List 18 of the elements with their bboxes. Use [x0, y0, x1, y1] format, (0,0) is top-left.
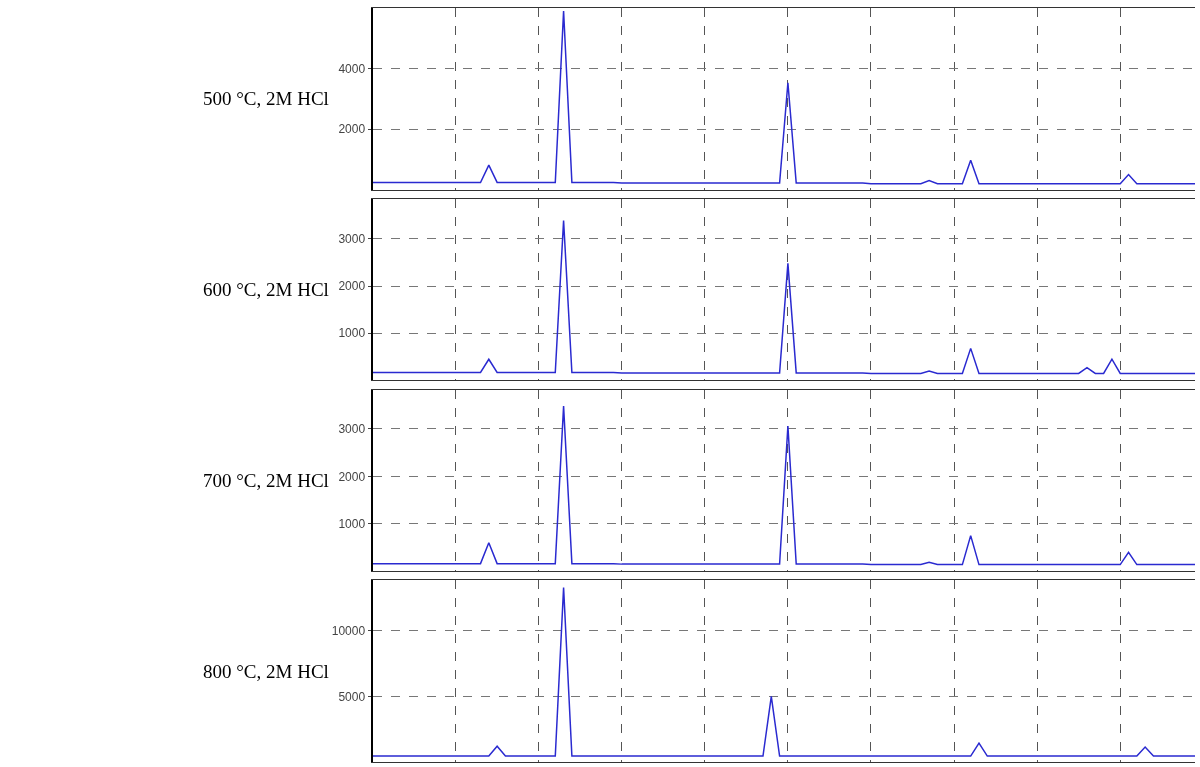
y-tick-label: 2000	[338, 279, 366, 294]
y-tick-label: 2000	[338, 469, 366, 484]
y-tick-label: 2000	[338, 122, 366, 137]
y-tick-label: 3000	[338, 422, 366, 437]
line-series	[372, 219, 1195, 375]
line-series	[372, 405, 1195, 566]
line-series	[372, 10, 1195, 185]
line-series	[372, 586, 1195, 757]
text: 800 °C, 2M HCl	[203, 661, 329, 682]
text: 500 °C, 2M HCl	[203, 88, 329, 109]
text: 600 °C, 2M HCl	[203, 279, 329, 300]
text: 700 °C, 2M HCl	[203, 470, 329, 491]
y-tick-label: 5000	[338, 689, 366, 704]
y-tick-label: 10000	[331, 624, 366, 639]
y-tick-label: 1000	[338, 516, 366, 531]
y-tick-label: 1000	[338, 326, 366, 341]
y-tick-label: 3000	[338, 232, 366, 247]
y-tick-label: 4000	[338, 61, 366, 76]
